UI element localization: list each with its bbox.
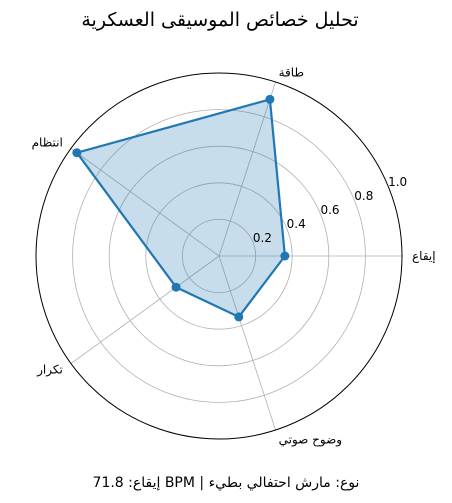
category-label: تكرار xyxy=(36,362,63,377)
radar-spokes xyxy=(70,81,402,431)
category-label: طاقة xyxy=(279,65,304,79)
category-label: إيقاع xyxy=(412,249,436,263)
radial-tick-labels: 0.2 0.4 0.6 0.8 1.0 xyxy=(253,175,407,245)
spoke-4 xyxy=(70,255,220,364)
category-label: وضوح صوتي xyxy=(279,433,342,448)
spoke-5 xyxy=(218,255,276,431)
category-label: انتظام xyxy=(32,136,63,150)
spoke-2 xyxy=(218,81,276,257)
data-point-2 xyxy=(265,94,275,104)
spoke-3 xyxy=(70,148,220,257)
r-tick-label: 0.2 xyxy=(253,231,272,245)
data-point-1 xyxy=(280,251,290,261)
data-point-4 xyxy=(171,282,181,292)
footer-info: إيقاع: 71.8 BPM | نوع: مارش احتفالي بطيء xyxy=(93,475,360,491)
r-tick-label: 0.6 xyxy=(320,203,339,217)
category-labels: إيقاع طاقة انتظام تكرار وضوح صوتي xyxy=(32,65,436,447)
series-area xyxy=(76,99,285,317)
r-tick-label: 0.4 xyxy=(287,217,306,231)
r-tick-label: 0.8 xyxy=(354,189,373,203)
data-point-5 xyxy=(234,312,244,322)
r-tick-label: 1.0 xyxy=(388,175,407,189)
radar-series xyxy=(72,94,290,322)
chart-title: تحليل خصائص الموسيقى العسكرية xyxy=(81,9,358,31)
radar-outer-frame xyxy=(35,72,403,440)
data-point-3 xyxy=(72,148,82,158)
series-line xyxy=(75,98,286,318)
